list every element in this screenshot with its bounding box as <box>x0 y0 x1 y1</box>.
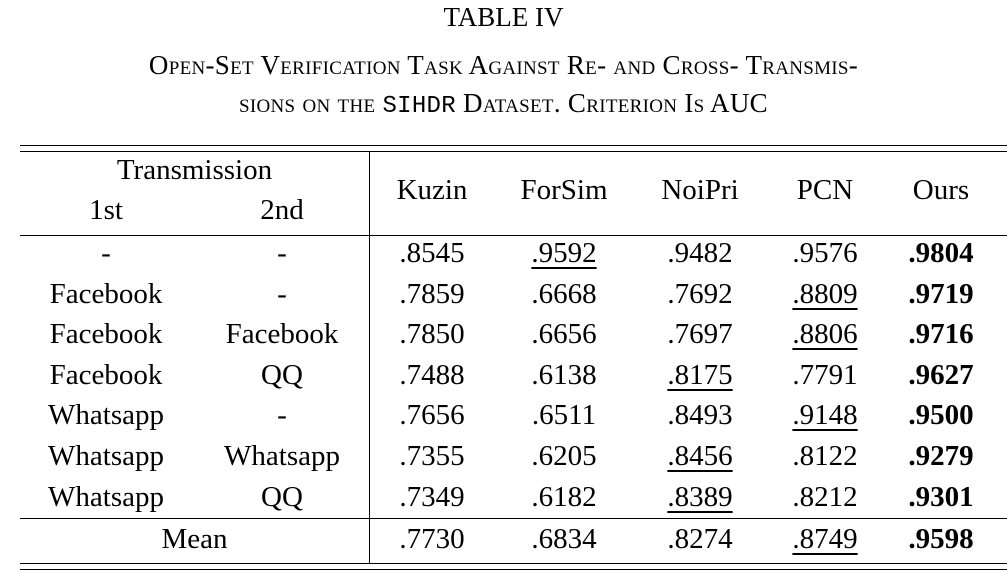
row-4-value-forsim: .6511 <box>531 399 597 432</box>
row-5-transmission-2nd: Whatsapp <box>224 440 340 472</box>
row-6-value-noipri: .8389 <box>667 480 733 513</box>
bottom-rule-2 <box>20 569 1007 570</box>
header-transmission: Transmission <box>116 154 273 186</box>
row-0-transmission-1st: - <box>101 237 111 269</box>
row-5-value-ours: .9279 <box>908 440 974 472</box>
row-0-value-noipri: .9482 <box>667 237 733 269</box>
top-rule-2 <box>20 151 1007 152</box>
mean-value-kuzin: .7730 <box>399 523 465 555</box>
row-3-value-kuzin: .7488 <box>399 358 465 391</box>
header-method-ours: Ours <box>912 174 970 206</box>
row-2-value-noipri: .7697 <box>667 318 733 351</box>
mean-value-ours: .9598 <box>908 523 974 555</box>
row-4-value-noipri: .8493 <box>667 399 733 432</box>
row-5-transmission-1st: Whatsapp <box>48 440 164 472</box>
row-2-value-forsim: .6656 <box>531 318 597 351</box>
row-6-transmission-2nd: QQ <box>261 480 303 513</box>
row-5-value-kuzin: .7355 <box>399 440 465 472</box>
row-0-value-pcn: .9576 <box>792 237 858 269</box>
mean-value-pcn: .8749 <box>792 523 858 555</box>
row-6-value-pcn: .8212 <box>792 480 858 513</box>
caption-dataset-code: SIHDR <box>382 93 456 120</box>
row-3-transmission-1st: Facebook <box>49 358 163 391</box>
mean-value-forsim: .6834 <box>531 523 597 555</box>
row-2-transmission-2nd: Facebook <box>225 318 339 351</box>
table-label: TABLE IV <box>443 2 564 32</box>
caption-line-1: Open-Set Verification Task Against Re- a… <box>148 50 859 80</box>
caption-line-2-pre: sions on the <box>239 88 383 118</box>
caption-line-2: sions on the SIHDR Dataset. Criterion Is… <box>0 84 1007 126</box>
row-3-transmission-2nd: QQ <box>261 358 303 391</box>
row-1-value-kuzin: .7859 <box>399 277 465 310</box>
row-1-transmission-2nd: - <box>277 277 287 310</box>
row-6-value-ours: .9301 <box>908 480 974 513</box>
row-3-value-forsim: .6138 <box>531 358 597 391</box>
row-2-value-ours: .9716 <box>908 318 974 351</box>
row-0-value-kuzin: .8545 <box>399 237 465 269</box>
header-method-forsim: ForSim <box>520 174 608 206</box>
row-0-value-forsim: .9592 <box>531 237 597 269</box>
header-second: 2nd <box>260 194 304 226</box>
row-0-transmission-2nd: - <box>277 237 287 269</box>
row-4-value-kuzin: .7656 <box>399 399 465 432</box>
table-caption: Open-Set Verification Task Against Re- a… <box>0 46 1007 126</box>
row-5-value-pcn: .8122 <box>792 440 858 472</box>
header-rule <box>20 235 1007 236</box>
row-3-value-ours: .9627 <box>908 358 974 391</box>
row-4-transmission-1st: Whatsapp <box>48 399 164 432</box>
row-3-value-pcn: .7791 <box>792 358 858 391</box>
header-method-noipri: NoiPri <box>661 174 739 206</box>
row-1-value-ours: .9719 <box>908 277 974 310</box>
mean-label: Mean <box>161 523 228 555</box>
row-1-value-pcn: .8809 <box>792 277 858 310</box>
row-6-transmission-1st: Whatsapp <box>48 480 164 513</box>
header-method-pcn: PCN <box>796 174 854 206</box>
header-method-kuzin: Kuzin <box>396 174 468 206</box>
row-2-transmission-1st: Facebook <box>49 318 163 351</box>
row-4-transmission-2nd: - <box>277 399 287 432</box>
row-5-value-noipri: .8456 <box>667 440 733 472</box>
row-4-value-pcn: .9148 <box>792 399 858 432</box>
row-2-value-kuzin: .7850 <box>399 318 465 351</box>
column-divider <box>369 151 370 563</box>
row-6-value-forsim: .6182 <box>531 480 597 513</box>
row-1-value-forsim: .6668 <box>531 277 597 310</box>
caption-line-2-post: Dataset. Criterion Is AUC <box>455 88 768 118</box>
bottom-rule-1 <box>20 563 1007 564</box>
mean-value-noipri: .8274 <box>667 523 733 555</box>
row-6-value-kuzin: .7349 <box>399 480 465 513</box>
header-first: 1st <box>89 194 123 226</box>
row-1-value-noipri: .7692 <box>667 277 733 310</box>
row-3-value-noipri: .8175 <box>667 358 733 391</box>
row-5-value-forsim: .6205 <box>531 440 597 472</box>
mean-rule <box>20 518 1007 519</box>
row-1-transmission-1st: Facebook <box>49 277 163 310</box>
top-rule-1 <box>20 145 1007 146</box>
row-2-value-pcn: .8806 <box>792 318 858 351</box>
row-4-value-ours: .9500 <box>908 399 974 432</box>
row-0-value-ours: .9804 <box>908 237 974 269</box>
